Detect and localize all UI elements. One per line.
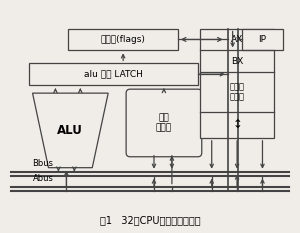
Polygon shape [32, 93, 108, 168]
FancyBboxPatch shape [126, 89, 202, 157]
Bar [28, 63, 198, 85]
Text: 标志位(flags): 标志位(flags) [101, 35, 146, 44]
Text: AX: AX [231, 35, 243, 44]
Bar [242, 28, 284, 50]
Text: 图1   32位CPU执行单元结构图: 图1 32位CPU执行单元结构图 [100, 215, 200, 225]
Text: ALU: ALU [57, 124, 83, 137]
Text: BX: BX [231, 57, 243, 66]
Text: 移位
寄存器: 移位 寄存器 [156, 113, 172, 133]
Text: Bbus: Bbus [32, 159, 53, 168]
Text: Abus: Abus [32, 174, 53, 183]
Bar [200, 28, 274, 138]
Text: IP: IP [259, 35, 266, 44]
Text: 通用寄
存器组: 通用寄 存器组 [230, 82, 244, 102]
Text: ↕: ↕ [232, 118, 242, 131]
Text: alu 输出 LATCH: alu 输出 LATCH [84, 70, 142, 79]
Bar [68, 28, 178, 50]
